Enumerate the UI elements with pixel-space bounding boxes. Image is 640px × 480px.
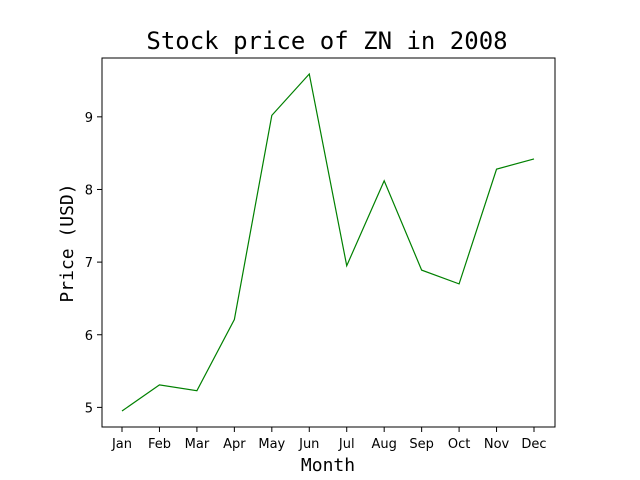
y-tick-label: 8 (85, 183, 93, 198)
y-tick-label: 5 (85, 401, 93, 416)
x-tick-label: Jan (111, 437, 132, 452)
x-tick-label: Jul (338, 437, 355, 452)
price-series-line (121, 72, 535, 412)
x-axis-label: Month (301, 455, 355, 476)
y-tick-label: 6 (85, 329, 93, 344)
y-axis-label: Price (USD) (57, 183, 78, 302)
plot-frame (101, 57, 556, 428)
x-tick-label: Nov (484, 437, 510, 452)
x-tick-label: Dec (521, 437, 546, 452)
x-tick-label: Sep (409, 437, 434, 452)
x-tick-label: Apr (223, 437, 246, 452)
x-tick-label: Feb (148, 437, 171, 452)
y-axis: 5 6 7 8 9 (85, 111, 102, 416)
series-layer (121, 72, 535, 412)
x-axis: Jan Feb Mar Apr May Jun Jul Aug Sep Oct Nov Dec (111, 427, 547, 452)
x-tick-label: May (258, 437, 285, 452)
x-tick-label: Aug (371, 437, 396, 452)
x-tick-label: Mar (185, 437, 210, 452)
y-tick-label: 9 (85, 111, 93, 126)
y-tick-label: 7 (85, 256, 93, 271)
x-tick-label: Jun (298, 437, 319, 452)
chart-title: Stock price of ZN in 2008 (146, 27, 507, 55)
x-tick-label: Oct (448, 437, 470, 452)
